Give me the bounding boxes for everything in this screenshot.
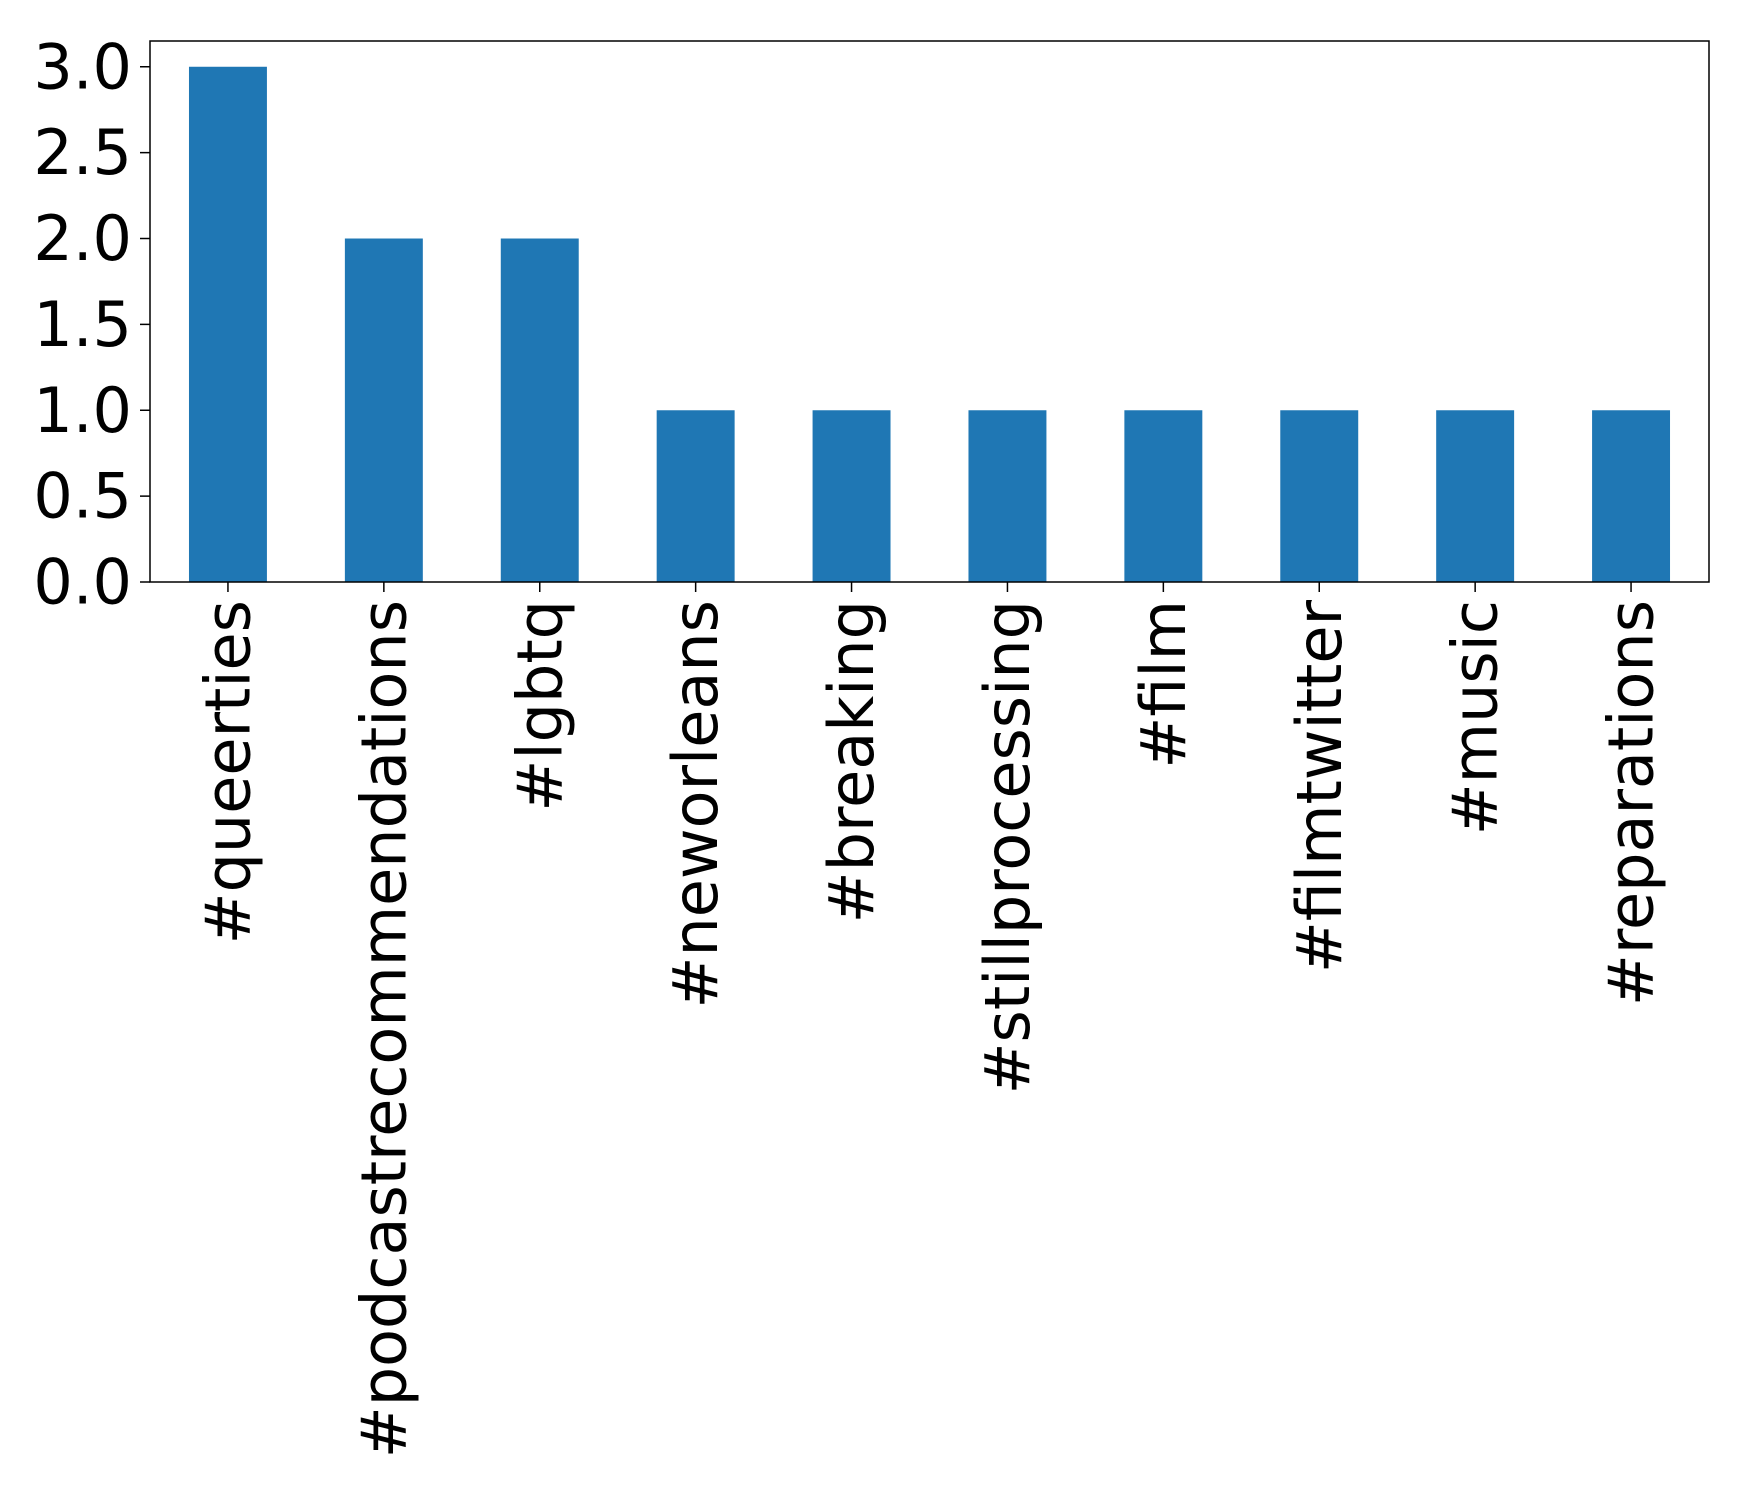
y-tick-label: 2.5	[33, 116, 132, 189]
plot-area-frame	[149, 40, 1710, 583]
bar-music	[1436, 410, 1515, 582]
bar-podcastrecommendations	[344, 238, 423, 582]
x-tick-label: #filmtwitter	[1283, 599, 1356, 973]
x-tick-label: #stillprocessing	[971, 600, 1044, 1094]
bar-neworleans	[656, 410, 735, 582]
x-tick-label: #film	[1127, 600, 1200, 769]
bar-breaking	[812, 410, 891, 582]
x-axis: #queerties #podcastrecommendations #lgbtq #…	[191, 582, 1668, 1458]
y-tick-label: 1.5	[33, 288, 132, 361]
x-tick-label: #breaking	[815, 600, 888, 923]
y-tick-label: 1.0	[33, 374, 132, 447]
x-tick-label: #queerties	[191, 600, 264, 944]
y-tick-label: 3.0	[33, 30, 132, 103]
bar-lgbtq	[500, 238, 579, 582]
x-tick-label: #podcastrecommendations	[347, 600, 420, 1458]
y-tick-label: 0.5	[33, 460, 132, 533]
bar-film	[1124, 410, 1203, 582]
bars-group	[188, 66, 1671, 582]
x-tick-label: #neworleans	[659, 600, 732, 1008]
y-axis: 0.0 0.5 1.0 1.5 2.0 2.5 3.0	[33, 30, 150, 619]
x-tick-label: #reparations	[1595, 600, 1668, 1006]
x-tick-label: #lgbtq	[503, 600, 576, 812]
bar-filmtwitter	[1280, 410, 1359, 582]
y-tick-label: 2.0	[33, 202, 132, 275]
bar-queerties	[188, 66, 267, 582]
y-tick-label: 0.0	[33, 546, 132, 619]
bar-stillprocessing	[968, 410, 1047, 582]
bar-reparations	[1592, 410, 1671, 582]
x-tick-label: #music	[1439, 600, 1512, 835]
